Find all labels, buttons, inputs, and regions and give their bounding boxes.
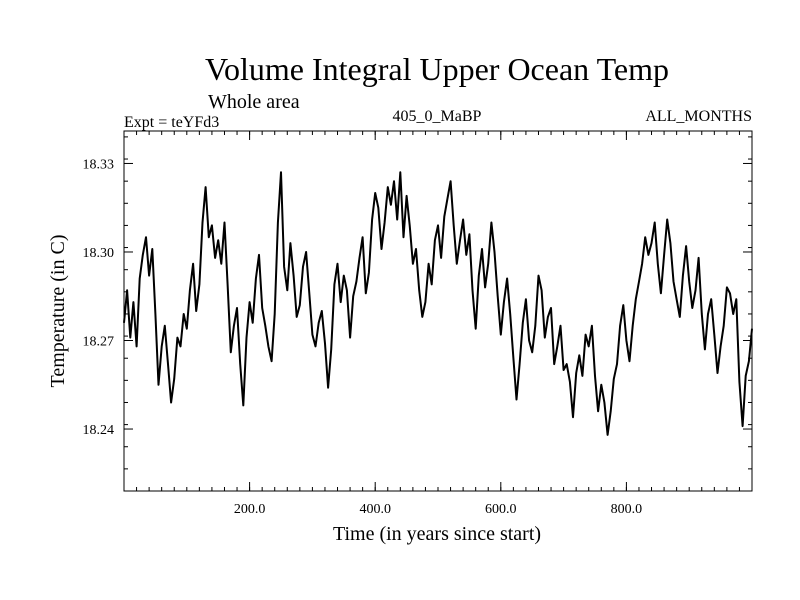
months-label: ALL_MONTHS [645, 108, 752, 125]
expt-label: Expt = teYFd3 [124, 114, 219, 131]
y-tick-label: 18.30 [83, 246, 115, 261]
series-line-temperature [123, 171, 753, 436]
y-tick-label: 18.27 [83, 335, 115, 350]
x-axis: 200.0 400.0 600.0 800.0 [136, 131, 740, 517]
plot-area: 200.0 400.0 600.0 800.0 18.24 18.27 18.30 18.3… [83, 130, 753, 517]
y-tick-label: 18.33 [83, 157, 115, 172]
x-tick-label: 200.0 [234, 502, 266, 517]
plot-frame [123, 130, 753, 492]
x-axis-label: Time (in years since start) [333, 523, 541, 545]
x-tick-label: 800.0 [611, 502, 643, 517]
x-tick-label: 400.0 [359, 502, 391, 517]
chart-subtitle: Whole area [208, 91, 300, 113]
experiment-period-label: 405_0_MaBP [393, 108, 482, 125]
y-axis: 18.24 18.27 18.30 18.33 [83, 136, 752, 470]
y-tick-label: 18.24 [83, 423, 115, 438]
chart-title: Volume Integral Upper Ocean Temp [205, 51, 669, 87]
y-axis-label: Temperature (in C) [47, 235, 69, 388]
x-tick-label: 600.0 [485, 502, 517, 517]
